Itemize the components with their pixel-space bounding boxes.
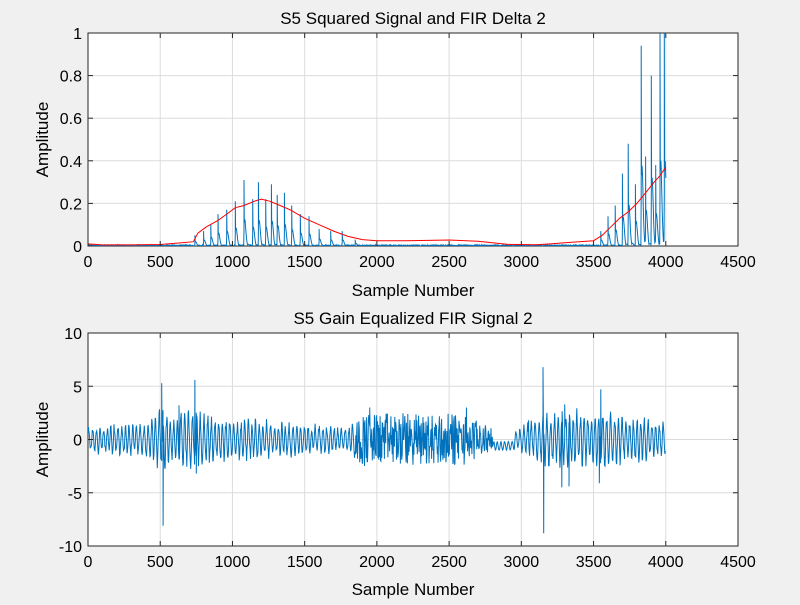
x-tick-label: 3500: [576, 254, 612, 271]
top-y-axis-label: Amplitude: [33, 102, 52, 178]
top-y-ticks: 0 0.2 0.4 0.6 0.8 1: [60, 26, 738, 256]
bottom-x-ticks: 0 500 1000 1500 2000 2500 3000 3500 4000 4500: [84, 333, 756, 571]
bottom-y-axis-label: Amplitude: [33, 402, 52, 478]
top-axes: 0 500 1000 1500 2000 2500 3000 3500 4000 4500 0 0.…: [33, 9, 756, 300]
top-grid: [88, 33, 738, 246]
x-tick-label: 4000: [648, 554, 684, 571]
x-tick-label: 500: [147, 254, 174, 271]
x-tick-label: 2000: [359, 254, 395, 271]
y-tick-label: -5: [68, 486, 82, 503]
x-tick-label: 3000: [504, 254, 540, 271]
top-series-line-1: [88, 33, 667, 246]
x-tick-label: 2500: [431, 254, 467, 271]
x-tick-label: 3500: [576, 554, 612, 571]
y-tick-label: 10: [64, 326, 82, 343]
x-tick-label: 3000: [504, 554, 540, 571]
y-tick-label: 0.2: [60, 196, 82, 213]
x-tick-label: 1000: [215, 254, 251, 271]
x-tick-label: 0: [84, 554, 93, 571]
x-tick-label: 2000: [359, 554, 395, 571]
x-tick-label: 500: [147, 554, 174, 571]
y-tick-label: 0.6: [60, 111, 82, 128]
top-series-line-2: [88, 166, 667, 246]
bottom-x-axis-label: Sample Number: [352, 580, 475, 599]
bottom-axes: 0 500 1000 1500 2000 2500 3000 3500 4000 4500 -10…: [33, 309, 756, 599]
y-tick-label: 0: [73, 239, 82, 256]
x-tick-label: 1000: [215, 554, 251, 571]
y-tick-label: -10: [59, 539, 82, 556]
x-tick-label: 4500: [720, 254, 756, 271]
top-chart-title: S5 Squared Signal and FIR Delta 2: [280, 9, 546, 28]
top-x-ticks: 0 500 1000 1500 2000 2500 3000 3500 4000 4500: [84, 33, 756, 271]
bottom-chart-title: S5 Gain Equalized FIR Signal 2: [293, 309, 532, 328]
x-tick-label: 0: [84, 254, 93, 271]
bottom-y-ticks: -10 -5 0 5 10: [59, 326, 738, 556]
x-tick-label: 4000: [648, 254, 684, 271]
x-tick-label: 2500: [431, 554, 467, 571]
top-series: [88, 33, 667, 246]
x-tick-label: 4500: [720, 554, 756, 571]
y-tick-label: 0.4: [60, 154, 82, 171]
top-x-axis-label: Sample Number: [352, 281, 475, 300]
y-tick-label: 0.8: [60, 69, 82, 86]
x-tick-label: 1500: [287, 554, 323, 571]
bottom-series-line-1: [88, 367, 667, 534]
y-tick-label: 0: [73, 433, 82, 450]
bottom-series: [88, 367, 667, 534]
y-tick-label: 1: [73, 26, 82, 43]
y-tick-label: 5: [73, 379, 82, 396]
top-plot-area: [87, 32, 739, 247]
x-tick-label: 1500: [287, 254, 323, 271]
